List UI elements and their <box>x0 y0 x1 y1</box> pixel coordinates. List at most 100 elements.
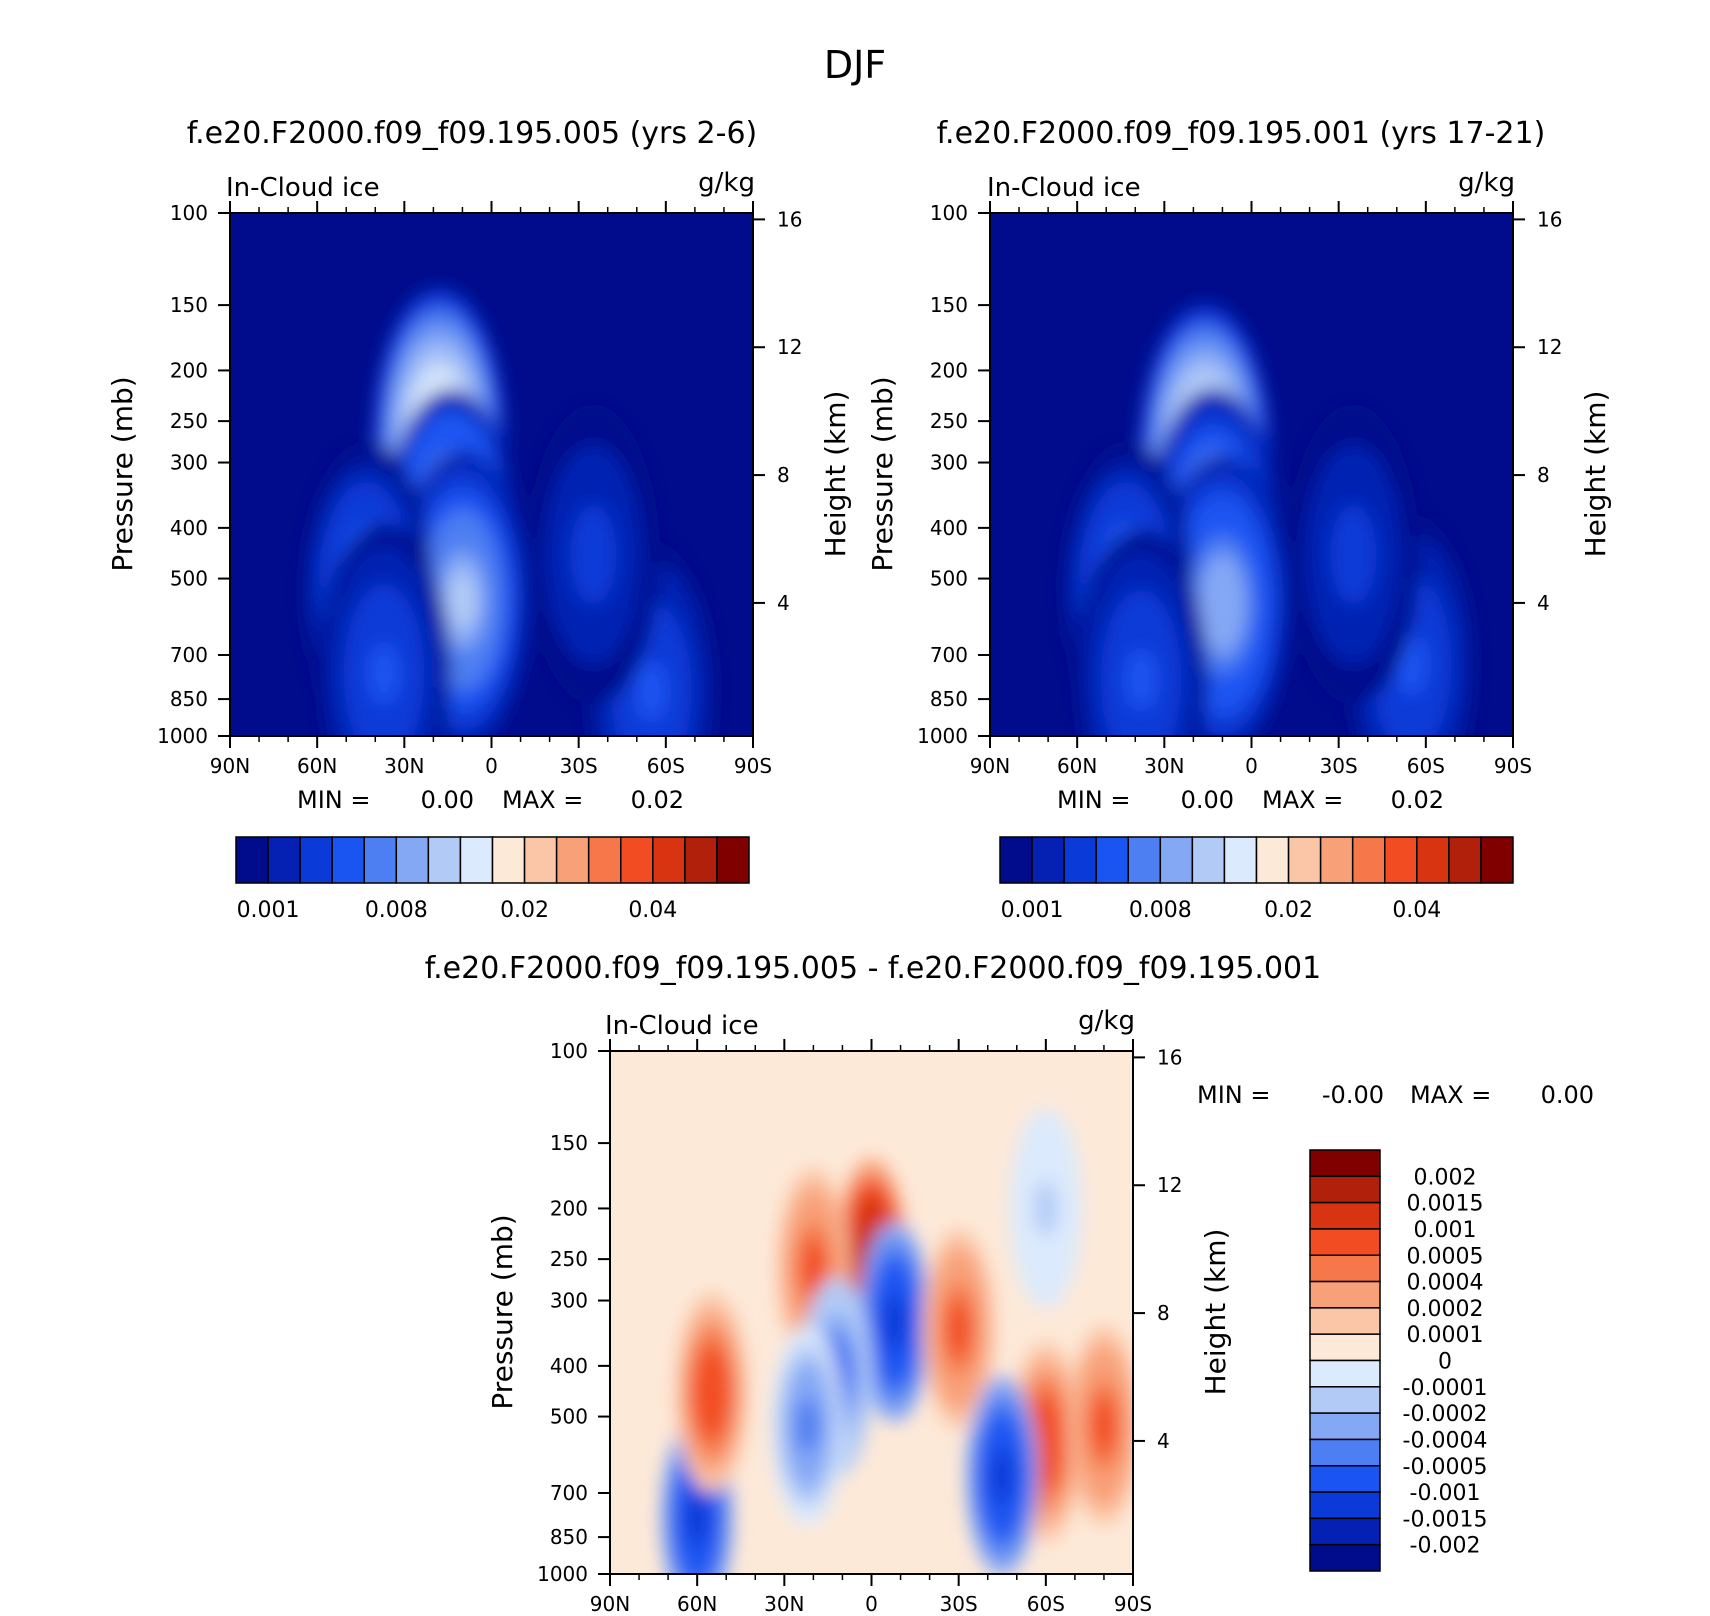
panel-1-min-value: 0.00 <box>421 786 474 814</box>
y2-tick-label: 16 <box>1157 1045 1182 1069</box>
panel-3-colorbar: 0.0020.00150.0010.00050.00040.00020.0001… <box>1309 1149 1488 1572</box>
panel-1-max-value: 0.02 <box>631 786 684 814</box>
y2-tick-label: 12 <box>1537 335 1562 359</box>
y2-tick-label: 4 <box>1537 591 1550 615</box>
colorbar-box <box>1309 1149 1381 1178</box>
panel-2-title: f.e20.F2000.f09_f09.195.001 (yrs 17-21) <box>937 116 1546 151</box>
y2-tick-label: 8 <box>1157 1301 1170 1325</box>
panel-2-variable: In-Cloud ice <box>987 173 1141 203</box>
panel-2-ylabel: Pressure (mb) <box>866 376 899 571</box>
contour-mark <box>1126 649 1156 710</box>
colorbar-box <box>1309 1438 1381 1467</box>
y-tick-label: 200 <box>930 358 968 382</box>
panel-3-units: g/kg <box>1078 1006 1135 1036</box>
contour-mark <box>699 1364 724 1421</box>
y2-tick-label: 4 <box>1157 1429 1170 1453</box>
y-tick-label: 700 <box>550 1481 588 1505</box>
y-tick-label: 200 <box>550 1196 588 1220</box>
contour-mark <box>990 1448 1015 1505</box>
panel-1-y2label: Height (km) <box>819 391 852 558</box>
y-tick-label: 300 <box>170 451 208 475</box>
x-tick-label: 90N <box>590 1592 630 1616</box>
y2-tick-label: 16 <box>777 207 802 231</box>
panel-3-max-label: MAX = <box>1410 1081 1491 1109</box>
colorbar-box <box>1159 836 1194 884</box>
x-tick-label: 90N <box>970 754 1010 778</box>
colorbar-label: -0.0015 <box>1403 1507 1488 1532</box>
colorbar-label: 0.001 <box>1001 898 1064 923</box>
panel-2-min-label: MIN = <box>1057 786 1130 814</box>
colorbar-box <box>620 836 654 884</box>
colorbar-box <box>299 836 333 884</box>
colorbar-box <box>1384 836 1418 884</box>
y-tick-label: 400 <box>550 1354 588 1378</box>
y-tick-label: 250 <box>170 409 208 433</box>
contour-mark <box>946 1300 971 1357</box>
x-tick-label: 30S <box>560 754 598 778</box>
panel-1-plot-area <box>230 213 753 736</box>
colorbar-box <box>555 836 590 884</box>
colorbar-box <box>1309 1307 1381 1335</box>
y-tick-label: 500 <box>930 567 968 591</box>
colorbar-box <box>1287 836 1322 884</box>
colorbar-box <box>395 836 430 884</box>
panel-top-right: f.e20.F2000.f09_f09.195.001 (yrs 17-21) … <box>866 116 1612 923</box>
colorbar-label: 0.008 <box>365 898 428 923</box>
x-tick-label: 90N <box>210 754 250 778</box>
colorbar-box <box>427 836 462 884</box>
contour-mark <box>578 524 608 585</box>
y-tick-label: 700 <box>170 643 208 667</box>
panel-3-ylabel: Pressure (mb) <box>486 1214 519 1409</box>
panel-2-min-value: 0.00 <box>1181 786 1234 814</box>
x-tick-label: 60N <box>297 754 337 778</box>
colorbar-box <box>652 836 686 884</box>
colorbar-box <box>1309 1228 1381 1256</box>
contour-mark <box>685 1489 710 1546</box>
colorbar-box <box>523 836 558 884</box>
y-tick-label: 300 <box>550 1289 588 1313</box>
colorbar-label: -0.0004 <box>1403 1428 1488 1453</box>
x-tick-label: 30S <box>940 1592 978 1616</box>
colorbar-label: 0.0005 <box>1407 1244 1484 1269</box>
colorbar-label: 0.0004 <box>1407 1271 1484 1296</box>
y-tick-label: 150 <box>170 293 208 317</box>
x-tick-label: 90S <box>1494 754 1532 778</box>
colorbar-box <box>1031 836 1065 884</box>
colorbar-label: -0.002 <box>1410 1534 1481 1559</box>
panel-3-min-label: MIN = <box>1197 1081 1270 1109</box>
y-tick-label: 700 <box>930 643 968 667</box>
y-tick-label: 1000 <box>537 1562 588 1586</box>
panel-2-plot-area <box>990 213 1513 736</box>
y-tick-label: 250 <box>930 409 968 433</box>
y2-tick-label: 12 <box>1157 1173 1182 1197</box>
y-tick-label: 200 <box>170 358 208 382</box>
colorbar-box <box>1127 836 1162 884</box>
y-tick-label: 850 <box>550 1525 588 1549</box>
colorbar-box <box>1191 836 1226 884</box>
contour-mark <box>1033 1414 1058 1471</box>
colorbar-label: -0.0002 <box>1403 1402 1488 1427</box>
colorbar-box <box>1309 1465 1381 1493</box>
colorbar-box <box>999 836 1033 884</box>
colorbar-box <box>1309 1491 1381 1520</box>
colorbar-box <box>1416 836 1450 884</box>
colorbar-box <box>1095 836 1129 884</box>
colorbar-box <box>1309 1517 1381 1546</box>
colorbar-label: 0.008 <box>1129 898 1192 923</box>
y-tick-label: 100 <box>550 1039 588 1063</box>
x-tick-label: 90S <box>734 754 772 778</box>
panel-3-max-value: 0.00 <box>1541 1081 1594 1109</box>
figure-title: DJF <box>824 43 886 87</box>
colorbar-box <box>235 836 269 884</box>
colorbar-box <box>1448 836 1482 884</box>
contour-mark <box>882 1294 907 1351</box>
colorbar-label: 0.02 <box>500 898 549 923</box>
y-tick-label: 500 <box>550 1405 588 1429</box>
colorbar-box <box>1309 1359 1381 1388</box>
colorbar-box <box>1309 1175 1381 1204</box>
panel-2-units: g/kg <box>1458 168 1515 198</box>
colorbar-box <box>1309 1386 1381 1414</box>
contour-mark <box>1207 574 1238 635</box>
colorbar-label: 0.0002 <box>1407 1297 1484 1322</box>
